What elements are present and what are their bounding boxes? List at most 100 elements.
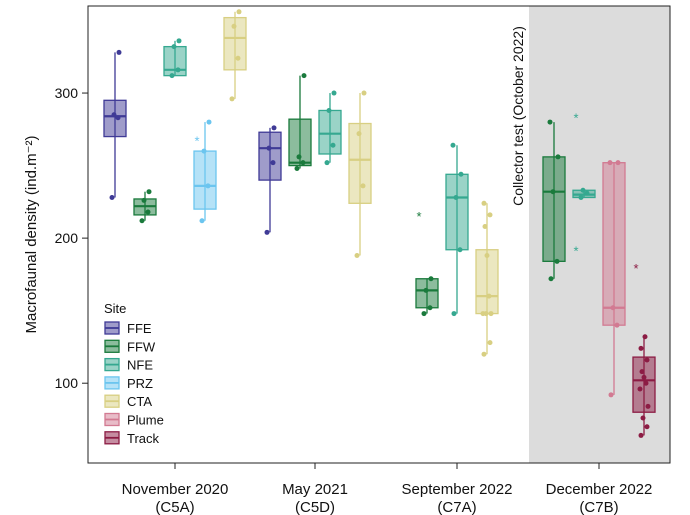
data-point <box>639 369 645 375</box>
data-point <box>264 229 270 235</box>
data-point <box>486 293 492 299</box>
box <box>163 45 187 77</box>
box-nfe: ** <box>572 110 596 259</box>
box-ffw <box>542 119 566 282</box>
data-point <box>324 160 330 166</box>
x-tick-label: May 2021 <box>282 481 348 498</box>
data-point <box>481 351 487 357</box>
box <box>542 156 566 262</box>
data-point <box>457 247 463 253</box>
data-point <box>199 218 205 224</box>
data-point <box>488 311 494 317</box>
box-nfe <box>163 38 187 79</box>
legend-item-ffe: FFE <box>104 321 152 336</box>
data-point <box>176 38 182 44</box>
box <box>602 162 626 326</box>
legend-item-nfe: NFE <box>104 358 153 373</box>
data-point <box>642 334 648 340</box>
data-point <box>354 253 360 259</box>
data-point <box>300 160 306 166</box>
x-tick-sublabel: (C5D) <box>295 499 335 515</box>
x-axis: November 2020(C5A) May 2021(C5D) September… <box>122 463 653 515</box>
legend-item-plume: Plume <box>104 413 164 428</box>
data-point <box>171 44 177 50</box>
legend-title: Site <box>104 301 126 316</box>
data-point <box>638 432 644 438</box>
data-point <box>236 9 242 15</box>
data-point <box>423 287 429 293</box>
data-point <box>450 142 456 148</box>
data-point <box>427 305 433 311</box>
outlier-mark: * <box>633 261 638 276</box>
data-point <box>580 187 586 193</box>
box <box>193 150 217 210</box>
data-point <box>614 322 620 328</box>
data-point <box>331 90 337 96</box>
data-point <box>146 189 152 195</box>
legend-label: Track <box>127 431 160 446</box>
data-point <box>640 415 646 421</box>
x-tick-sublabel: (C7A) <box>437 499 476 515</box>
data-point <box>301 73 307 79</box>
data-point <box>235 55 241 61</box>
legend: Site FFE FFW NFE PRZ CTA Plume Track <box>104 301 164 446</box>
data-point <box>610 305 616 311</box>
data-point <box>641 374 647 380</box>
box <box>258 131 282 181</box>
data-point <box>231 23 237 29</box>
data-point <box>554 258 560 264</box>
data-point <box>270 160 276 166</box>
box-cta <box>475 200 499 357</box>
data-point <box>644 357 650 363</box>
data-point <box>548 276 554 282</box>
box-prz: * <box>193 119 217 224</box>
box-cta <box>348 90 372 259</box>
box <box>318 109 342 155</box>
data-point <box>175 67 181 73</box>
data-point <box>607 160 613 166</box>
data-point <box>584 190 590 196</box>
y-tick-label: 200 <box>55 230 79 246</box>
data-point <box>229 96 235 102</box>
plot-frame <box>87 5 671 464</box>
data-point <box>361 90 367 96</box>
legend-item-track: Track <box>104 431 160 446</box>
legend-label: FFE <box>127 321 152 336</box>
data-point <box>296 154 302 160</box>
x-tick-label: September 2022 <box>402 481 513 498</box>
data-point <box>482 224 488 230</box>
box <box>445 173 469 251</box>
legend-label: FFW <box>127 339 156 354</box>
data-point <box>428 276 434 282</box>
data-point <box>115 115 121 121</box>
data-point <box>458 171 464 177</box>
data-point <box>356 131 362 137</box>
data-point <box>266 145 272 151</box>
data-point <box>608 392 614 398</box>
box-nfe <box>318 90 342 166</box>
box-ffw <box>288 73 312 171</box>
box <box>348 122 372 204</box>
data-point <box>487 340 493 346</box>
data-point <box>555 154 561 160</box>
data-point <box>205 183 211 189</box>
legend-item-cta: CTA <box>104 394 152 409</box>
data-point <box>139 218 145 224</box>
data-point <box>111 112 117 118</box>
data-point <box>206 119 212 125</box>
box-plume <box>602 160 626 398</box>
legend-label: NFE <box>127 358 153 373</box>
box-ffe <box>103 49 127 201</box>
box-ffe <box>258 125 282 235</box>
data-point <box>326 107 332 113</box>
y-axis-label: Macrofaunal density (ind.m⁻²) <box>23 136 40 334</box>
outlier-mark: * <box>573 244 578 259</box>
y-axis: 100 200 300 <box>55 85 88 391</box>
data-point <box>637 386 643 392</box>
box <box>475 249 499 315</box>
x-tick-label: November 2020 <box>122 481 229 498</box>
x-tick-label: December 2022 <box>546 481 653 498</box>
data-point <box>453 195 459 201</box>
box <box>223 16 247 71</box>
